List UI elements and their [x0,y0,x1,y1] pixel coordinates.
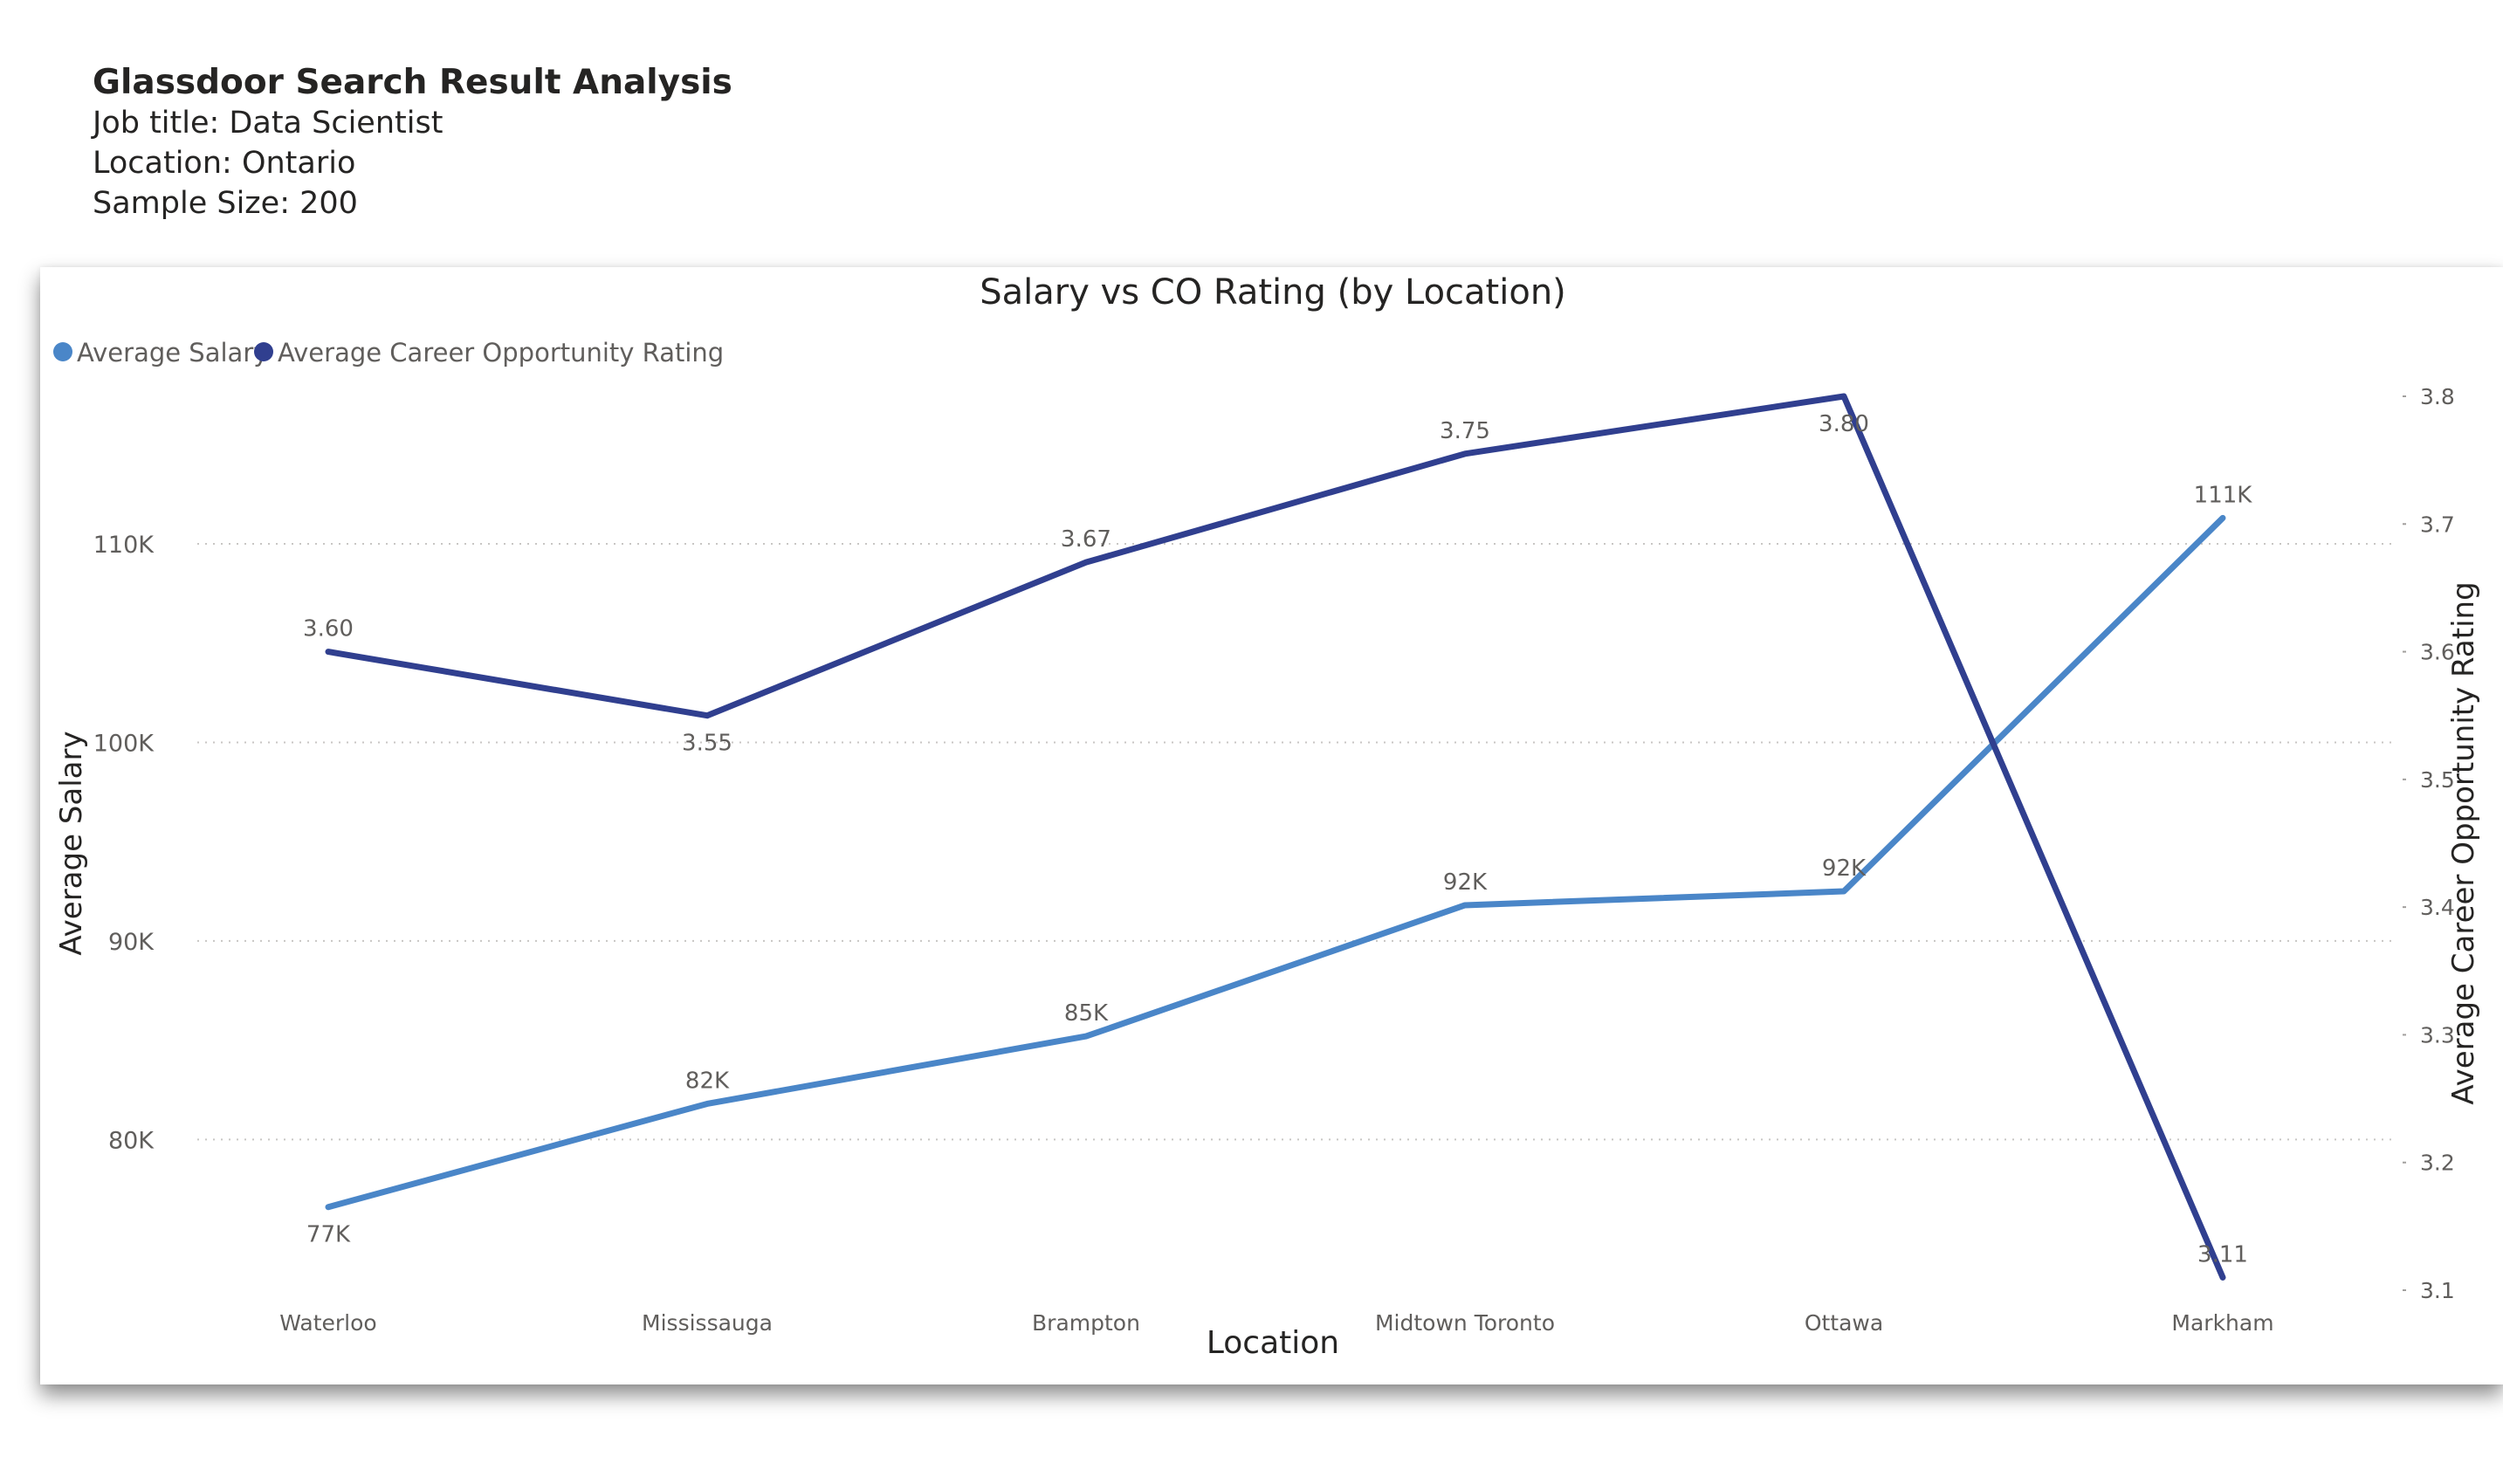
x-tick-label: Brampton [1032,1310,1140,1336]
y-tick-label: 110K [93,532,155,559]
legend[interactable]: Average Salary Average Career Opportunit… [53,338,724,368]
gridlines [197,542,2397,1141]
sample-size-line: Sample Size: 200 [93,186,358,221]
line-chart: Salary vs CO Rating (by Location) Averag… [53,272,2481,1361]
series [325,393,2226,1281]
y-tick-label: 100K [93,730,155,757]
legend-label-salary: Average Salary [77,338,268,368]
data-labels: 77K 82K 85K 92K 92K 111K 3.60 3.55 3.67 3.75 3.80 3… [303,411,2252,1268]
salary-line [325,514,2226,1211]
x-tick-label: Waterloo [279,1310,376,1336]
y2-tick-label: 3.6 [2420,640,2455,665]
rating-data-label: 3.11 [2197,1241,2248,1268]
y-axis-title: Average Salary [54,731,89,955]
y2-tick-label: 3.3 [2420,1022,2455,1048]
y2-axis-title: Average Career Opportunity Rating [2446,581,2481,1104]
salary-data-label: 82K [685,1068,730,1094]
job-title-line: Job title: Data Scientist [93,106,444,141]
axis-ticks: 80K 90K 100K 110K 3.1 3.2 3.3 3.4 3.5 3.6 3.7 3.8 Wa… [93,384,2455,1336]
rating-data-label: 3.60 [303,616,354,642]
legend-marker-rating [254,342,273,361]
y2-tick-label: 3.1 [2420,1278,2455,1303]
chart-card[interactable]: Salary vs CO Rating (by Location) Averag… [40,267,2503,1384]
salary-data-label: 77K [306,1222,351,1248]
salary-data-label: 111K [2194,482,2253,508]
chart-title: Salary vs CO Rating (by Location) [980,272,1566,313]
legend-label-rating: Average Career Opportunity Rating [278,338,724,368]
rating-data-label: 3.55 [682,731,732,757]
salary-data-label: 92K [1822,855,1867,882]
y2-tick-label: 3.2 [2420,1151,2455,1176]
y2-tick-label: 3.8 [2420,384,2455,409]
rating-line [325,393,2226,1281]
y2-tick-label: 3.5 [2420,767,2455,793]
x-tick-label: Mississauga [642,1310,773,1336]
x-tick-label: Markham [2171,1310,2273,1336]
y-tick-label: 90K [108,929,155,956]
report-title: Glassdoor Search Result Analysis [93,63,732,102]
rating-data-label: 3.80 [1819,411,1869,437]
legend-marker-salary [53,342,72,361]
rating-data-label: 3.67 [1061,526,1111,553]
salary-data-label: 85K [1064,1000,1109,1027]
rating-data-label: 3.75 [1440,418,1490,444]
salary-data-label: 92K [1443,869,1488,896]
x-tick-label: Midtown Toronto [1375,1310,1555,1336]
y-tick-label: 80K [108,1127,155,1154]
report-header: Glassdoor Search Result Analysis Job tit… [93,63,732,223]
y2-tick-label: 3.4 [2420,895,2455,920]
x-axis-title: Location [1207,1325,1339,1361]
x-tick-label: Ottawa [1805,1310,1883,1336]
y2-tick-label: 3.7 [2420,512,2455,537]
location-line: Location: Ontario [93,146,356,181]
